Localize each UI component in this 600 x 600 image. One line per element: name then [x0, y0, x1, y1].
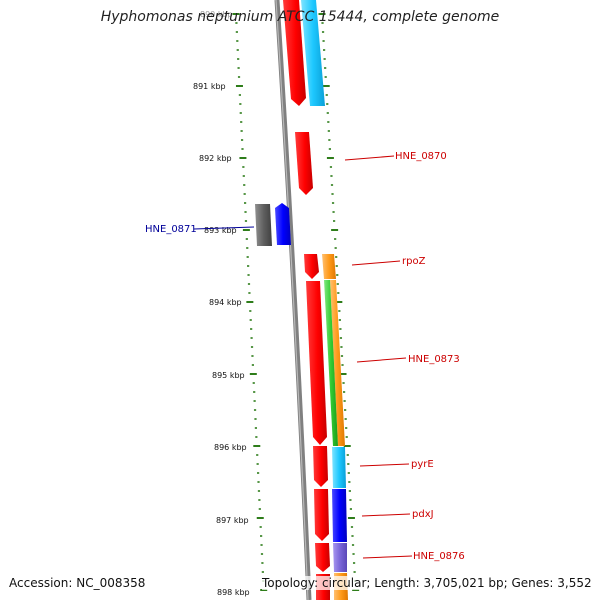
gene-red-top[interactable] [283, 0, 306, 106]
tick-label-893: 893 kbp [204, 226, 237, 235]
gene-hne-0876[interactable] [315, 543, 330, 572]
gene-hne-0873[interactable] [306, 281, 327, 445]
gene-label-hne-0870[interactable]: HNE_0870 [395, 151, 447, 162]
gene-label-hne-0876[interactable]: HNE_0876 [413, 551, 465, 562]
tick-label-894: 894 kbp [209, 298, 242, 307]
gene-label-rpoz[interactable]: rpoZ [402, 256, 426, 267]
page-title: Hyphomonas neptunium ATCC 15444, complet… [100, 9, 500, 25]
annotation-purple-hne-0876[interactable] [333, 543, 347, 572]
tick-label-897: 897 kbp [216, 516, 249, 525]
gene-label-hne-0873[interactable]: HNE_0873 [408, 354, 460, 365]
tick-label-896: 896 kbp [214, 443, 247, 452]
annotation-orange-hne-0873[interactable] [330, 280, 345, 446]
genome-backbone [274, 0, 312, 600]
genome-summary-label: Topology: circular; Length: 3,705,021 bp… [262, 576, 592, 590]
genome-backbone-highlight [275, 0, 309, 600]
gene-label-pdxj[interactable]: pdxJ [412, 509, 434, 520]
annotation-orange-rpoz[interactable] [322, 254, 336, 279]
tick-label-892: 892 kbp [199, 154, 232, 163]
leader-rpoz [351, 260, 401, 266]
gene-hne-0870[interactable] [295, 132, 313, 195]
scale-ticks-right [318, 13, 360, 591]
leader-hne-0870 [344, 155, 395, 161]
leader-hne-0871 [193, 226, 255, 230]
leader-hne-0876 [362, 555, 413, 559]
leader-pdxj [361, 513, 411, 517]
gene-hne-0871[interactable] [255, 204, 272, 246]
gene-rpoz[interactable] [304, 254, 319, 279]
annotation-blue-pdxj[interactable] [332, 489, 347, 542]
gene-pyre[interactable] [313, 446, 328, 487]
annotation-cyan-pyre[interactable] [332, 447, 346, 488]
tick-label-895: 895 kbp [212, 371, 245, 380]
tick-label-891: 891 kbp [193, 82, 226, 91]
gene-pdxj[interactable] [314, 489, 329, 541]
gene-label-pyre[interactable]: pyrE [411, 459, 434, 470]
scale-ticks-left [232, 13, 268, 591]
annotation-cyan-top[interactable] [301, 0, 325, 106]
gene-blue-left[interactable] [275, 203, 291, 245]
tick-label-890: 890 kbp [200, 10, 233, 19]
tick-label-898: 898 kbp [217, 588, 250, 597]
accession-label: Accession: NC_008358 [9, 576, 146, 590]
leader-pyre [359, 463, 410, 467]
annotation-green-hne-0873[interactable] [324, 280, 338, 446]
gene-label-hne-0871[interactable]: HNE_0871 [145, 224, 197, 235]
leader-hne-0873 [356, 357, 407, 363]
